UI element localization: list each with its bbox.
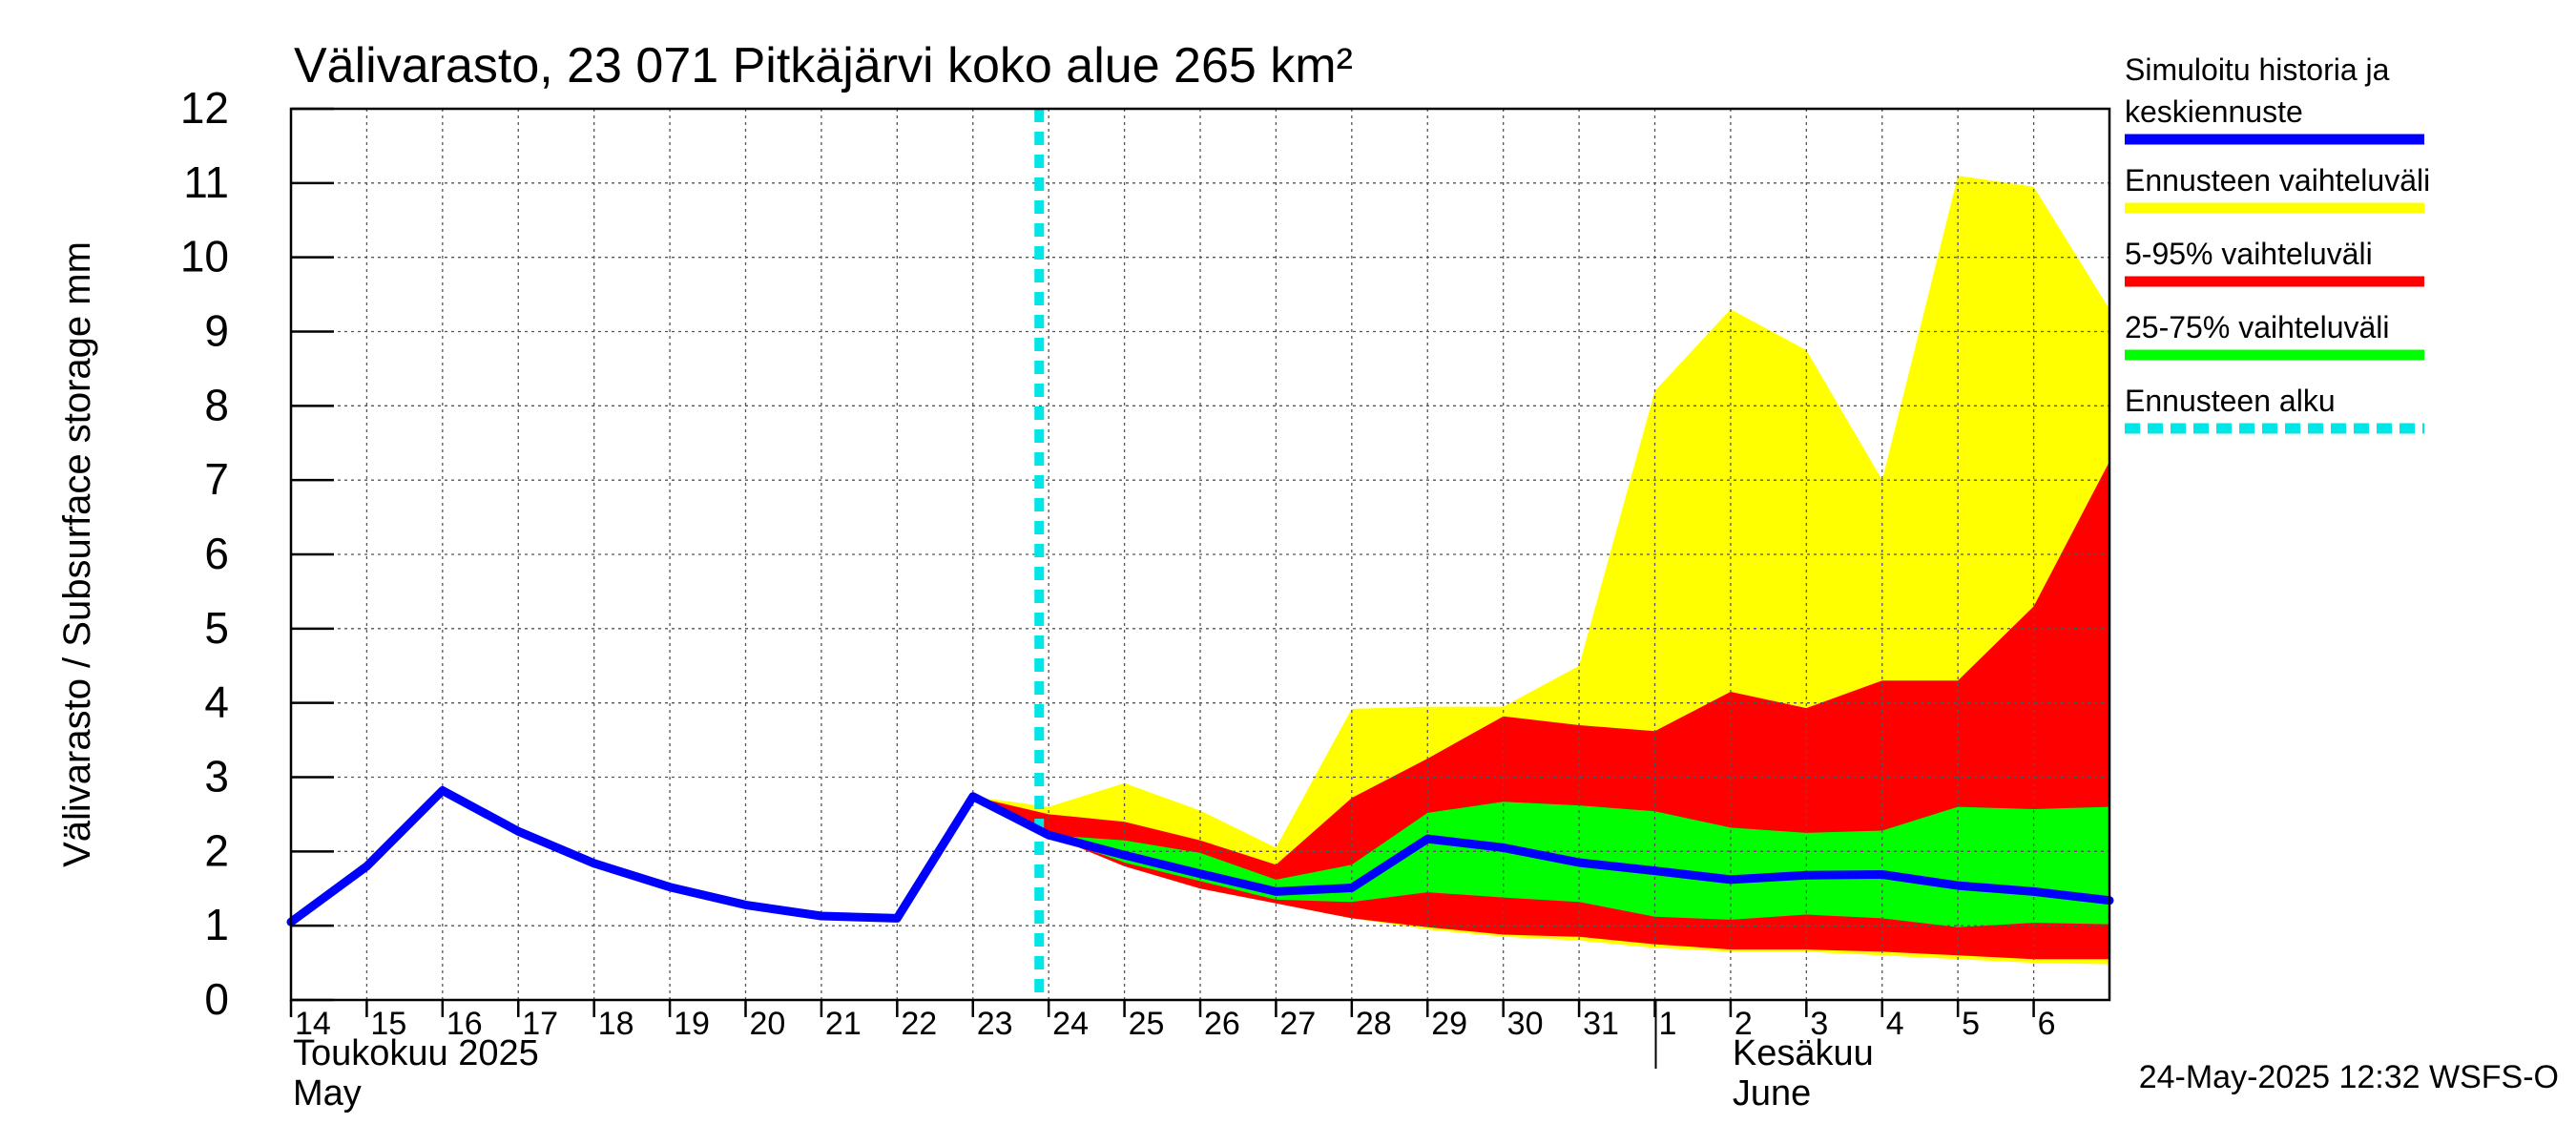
- forecast-bands: [972, 176, 2109, 965]
- x-tick-label: 14: [295, 1006, 331, 1042]
- y-tick-label: 0: [204, 974, 229, 1024]
- x-tick-label: 6: [2038, 1006, 2056, 1042]
- month-label-en-1: May: [293, 1073, 362, 1114]
- series-line-mean: [286, 786, 2114, 926]
- y-tick-label: 4: [204, 677, 229, 727]
- legend-label-1: keskiennuste: [2125, 94, 2303, 129]
- x-tick-label: 15: [370, 1006, 406, 1042]
- chart-title: Välivarasto, 23 071 Pitkäjärvi koko alue…: [294, 38, 1353, 94]
- x-tick-label: 21: [825, 1006, 862, 1042]
- y-tick-label: 1: [204, 900, 229, 949]
- x-tick-label: 30: [1507, 1006, 1544, 1042]
- legend: Simuloitu historia ja keskiennuste Ennuste…: [2125, 52, 2430, 434]
- y-tick-label: 10: [180, 232, 229, 281]
- y-tick-label: 8: [204, 380, 229, 429]
- x-tick-label: 18: [598, 1006, 634, 1042]
- x-tick-label: 20: [750, 1006, 786, 1042]
- x-tick-label: 28: [1356, 1006, 1392, 1042]
- band-area-3: [972, 796, 2109, 927]
- x-tick-label: 23: [977, 1006, 1013, 1042]
- x-tick-label: 4: [1886, 1006, 1904, 1042]
- legend-label-5: Ennusteen alku: [2125, 384, 2336, 418]
- x-tick-label: 5: [1962, 1006, 1980, 1042]
- x-tick-label: 19: [674, 1006, 710, 1042]
- y-tick-label: 12: [180, 83, 229, 133]
- legend-label-2: Ennusteen vaihteluväli: [2125, 163, 2430, 198]
- y-tick-label: 6: [204, 529, 229, 578]
- x-tick-label: 22: [901, 1006, 937, 1042]
- x-tick-label: 1: [1659, 1006, 1677, 1042]
- legend-label-3: 5-95% vaihteluväli: [2125, 237, 2373, 271]
- legend-label-4: 25-75% vaihteluväli: [2125, 310, 2390, 344]
- month-label-fi-1: Toukokuu 2025: [293, 1033, 539, 1073]
- grid-lines: [291, 109, 2109, 1000]
- y-tick-label: 11: [183, 157, 229, 207]
- x-tick-label: 31: [1583, 1006, 1619, 1042]
- x-tick-label: 26: [1204, 1006, 1240, 1042]
- y-tick-label: 7: [204, 454, 229, 504]
- y-axis-label: Välivarasto / Subsurface storage mm: [56, 241, 98, 867]
- footer-timestamp: 24-May-2025 12:32 WSFS-O: [2139, 1059, 2559, 1095]
- x-tick-label: 29: [1431, 1006, 1467, 1042]
- legend-label-1: Simuloitu historia ja: [2125, 52, 2390, 87]
- series-lines: [286, 109, 2114, 1000]
- y-tick-label: 5: [204, 603, 229, 653]
- x-tick-label: 16: [447, 1006, 483, 1042]
- x-tick-label: 17: [522, 1006, 558, 1042]
- y-tick-label: 2: [204, 825, 229, 875]
- x-tick-label: 24: [1052, 1006, 1089, 1042]
- x-tick-label: 25: [1129, 1006, 1165, 1042]
- x-axis: 14 15 16 17 18 19 20 21 22 23 24 25 26 27 28 29 30 31 1 2 3 4…: [289, 1000, 2056, 1114]
- month-label-en-2: June: [1733, 1073, 1811, 1114]
- month-label-fi-2: Kesäkuu: [1733, 1033, 1874, 1073]
- x-tick-label: 3: [1810, 1006, 1828, 1042]
- x-tick-label: 27: [1279, 1006, 1316, 1042]
- y-tick-label: 3: [204, 752, 229, 802]
- x-tick-label: 2: [1735, 1006, 1753, 1042]
- y-tick-label: 9: [204, 306, 229, 356]
